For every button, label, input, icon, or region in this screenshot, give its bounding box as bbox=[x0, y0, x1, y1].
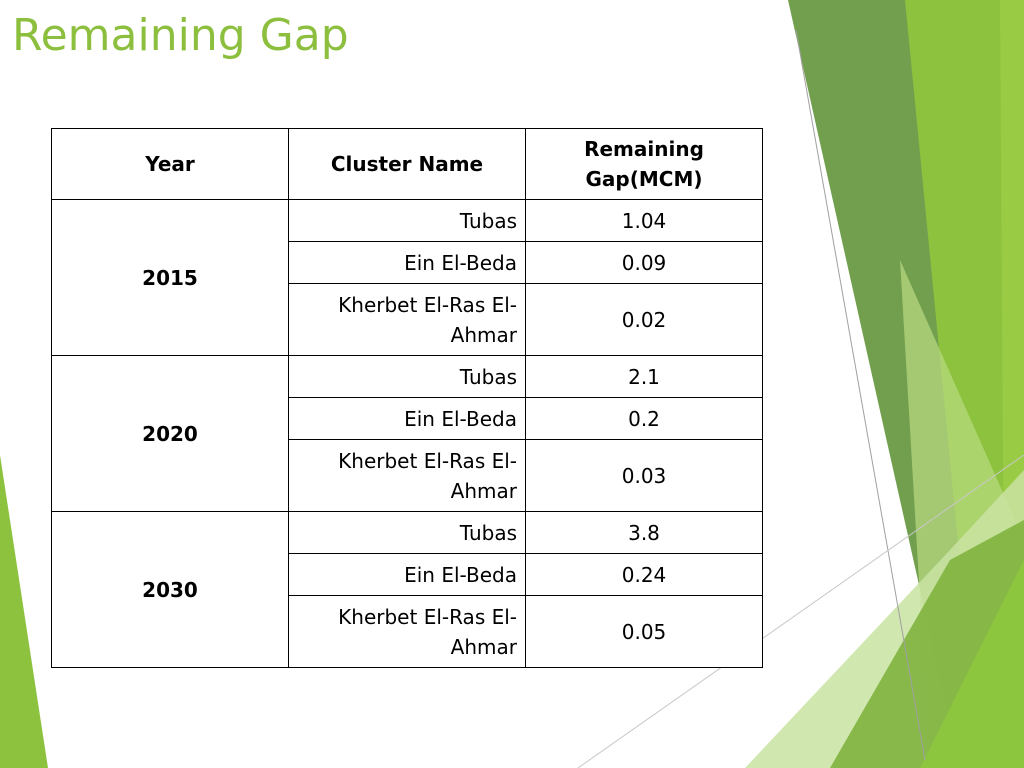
table-row: 2015 Tubas 1.04 bbox=[51, 199, 763, 356]
cluster-name-cell: Ein El-Beda bbox=[288, 241, 526, 284]
table-row: Ein El-Beda 0.24 bbox=[52, 553, 763, 596]
gap-value-cell: 0.02 bbox=[525, 283, 763, 356]
facet-left-green bbox=[0, 455, 48, 768]
thin-line-2 bbox=[577, 454, 1024, 768]
table-header-row: Year Cluster Name Remaining Gap(MCM) bbox=[51, 128, 763, 200]
cluster-name-cell: Tubas bbox=[288, 199, 526, 242]
cluster-name-cell: Tubas bbox=[288, 511, 526, 554]
table-row: Ein El-Beda 0.09 bbox=[52, 241, 763, 284]
gap-value-cell: 2.1 bbox=[525, 355, 763, 398]
table-row: Kherbet El-Ras El-Ahmar 0.05 bbox=[52, 595, 763, 668]
cluster-name-cell: Ein El-Beda bbox=[288, 553, 526, 596]
slide-title: Remaining Gap bbox=[12, 10, 349, 61]
year-cell: 2020 bbox=[51, 355, 289, 512]
facet-lime-bottom bbox=[920, 560, 1024, 768]
year-cell: 2015 bbox=[51, 199, 289, 356]
remaining-gap-table: Year Cluster Name Remaining Gap(MCM) 201… bbox=[51, 128, 763, 668]
header-cluster-name: Cluster Name bbox=[288, 128, 526, 200]
gap-value-cell: 1.04 bbox=[525, 199, 763, 242]
gap-value-cell: 3.8 bbox=[525, 511, 763, 554]
cluster-name-cell: Tubas bbox=[288, 355, 526, 398]
cluster-name-cell: Kherbet El-Ras El-Ahmar bbox=[288, 595, 526, 668]
table-row: 2030 Tubas 3.8 bbox=[51, 511, 763, 668]
table-row: 2020 Tubas 2.1 bbox=[51, 355, 763, 512]
header-year: Year bbox=[51, 128, 289, 200]
header-remaining-gap: Remaining Gap(MCM) bbox=[525, 128, 763, 200]
gap-value-cell: 0.09 bbox=[525, 241, 763, 284]
gap-value-cell: 0.24 bbox=[525, 553, 763, 596]
gap-value-cell: 0.03 bbox=[525, 439, 763, 512]
cluster-name-cell: Kherbet El-Ras El-Ahmar bbox=[288, 283, 526, 356]
gap-value-cell: 0.2 bbox=[525, 397, 763, 440]
thin-line-1 bbox=[795, 29, 926, 761]
cluster-name-cell: Kherbet El-Ras El-Ahmar bbox=[288, 439, 526, 512]
table-row: Ein El-Beda 0.2 bbox=[52, 397, 763, 440]
year-cell: 2030 bbox=[51, 511, 289, 668]
gap-value-cell: 0.05 bbox=[525, 595, 763, 668]
cluster-name-cell: Ein El-Beda bbox=[288, 397, 526, 440]
